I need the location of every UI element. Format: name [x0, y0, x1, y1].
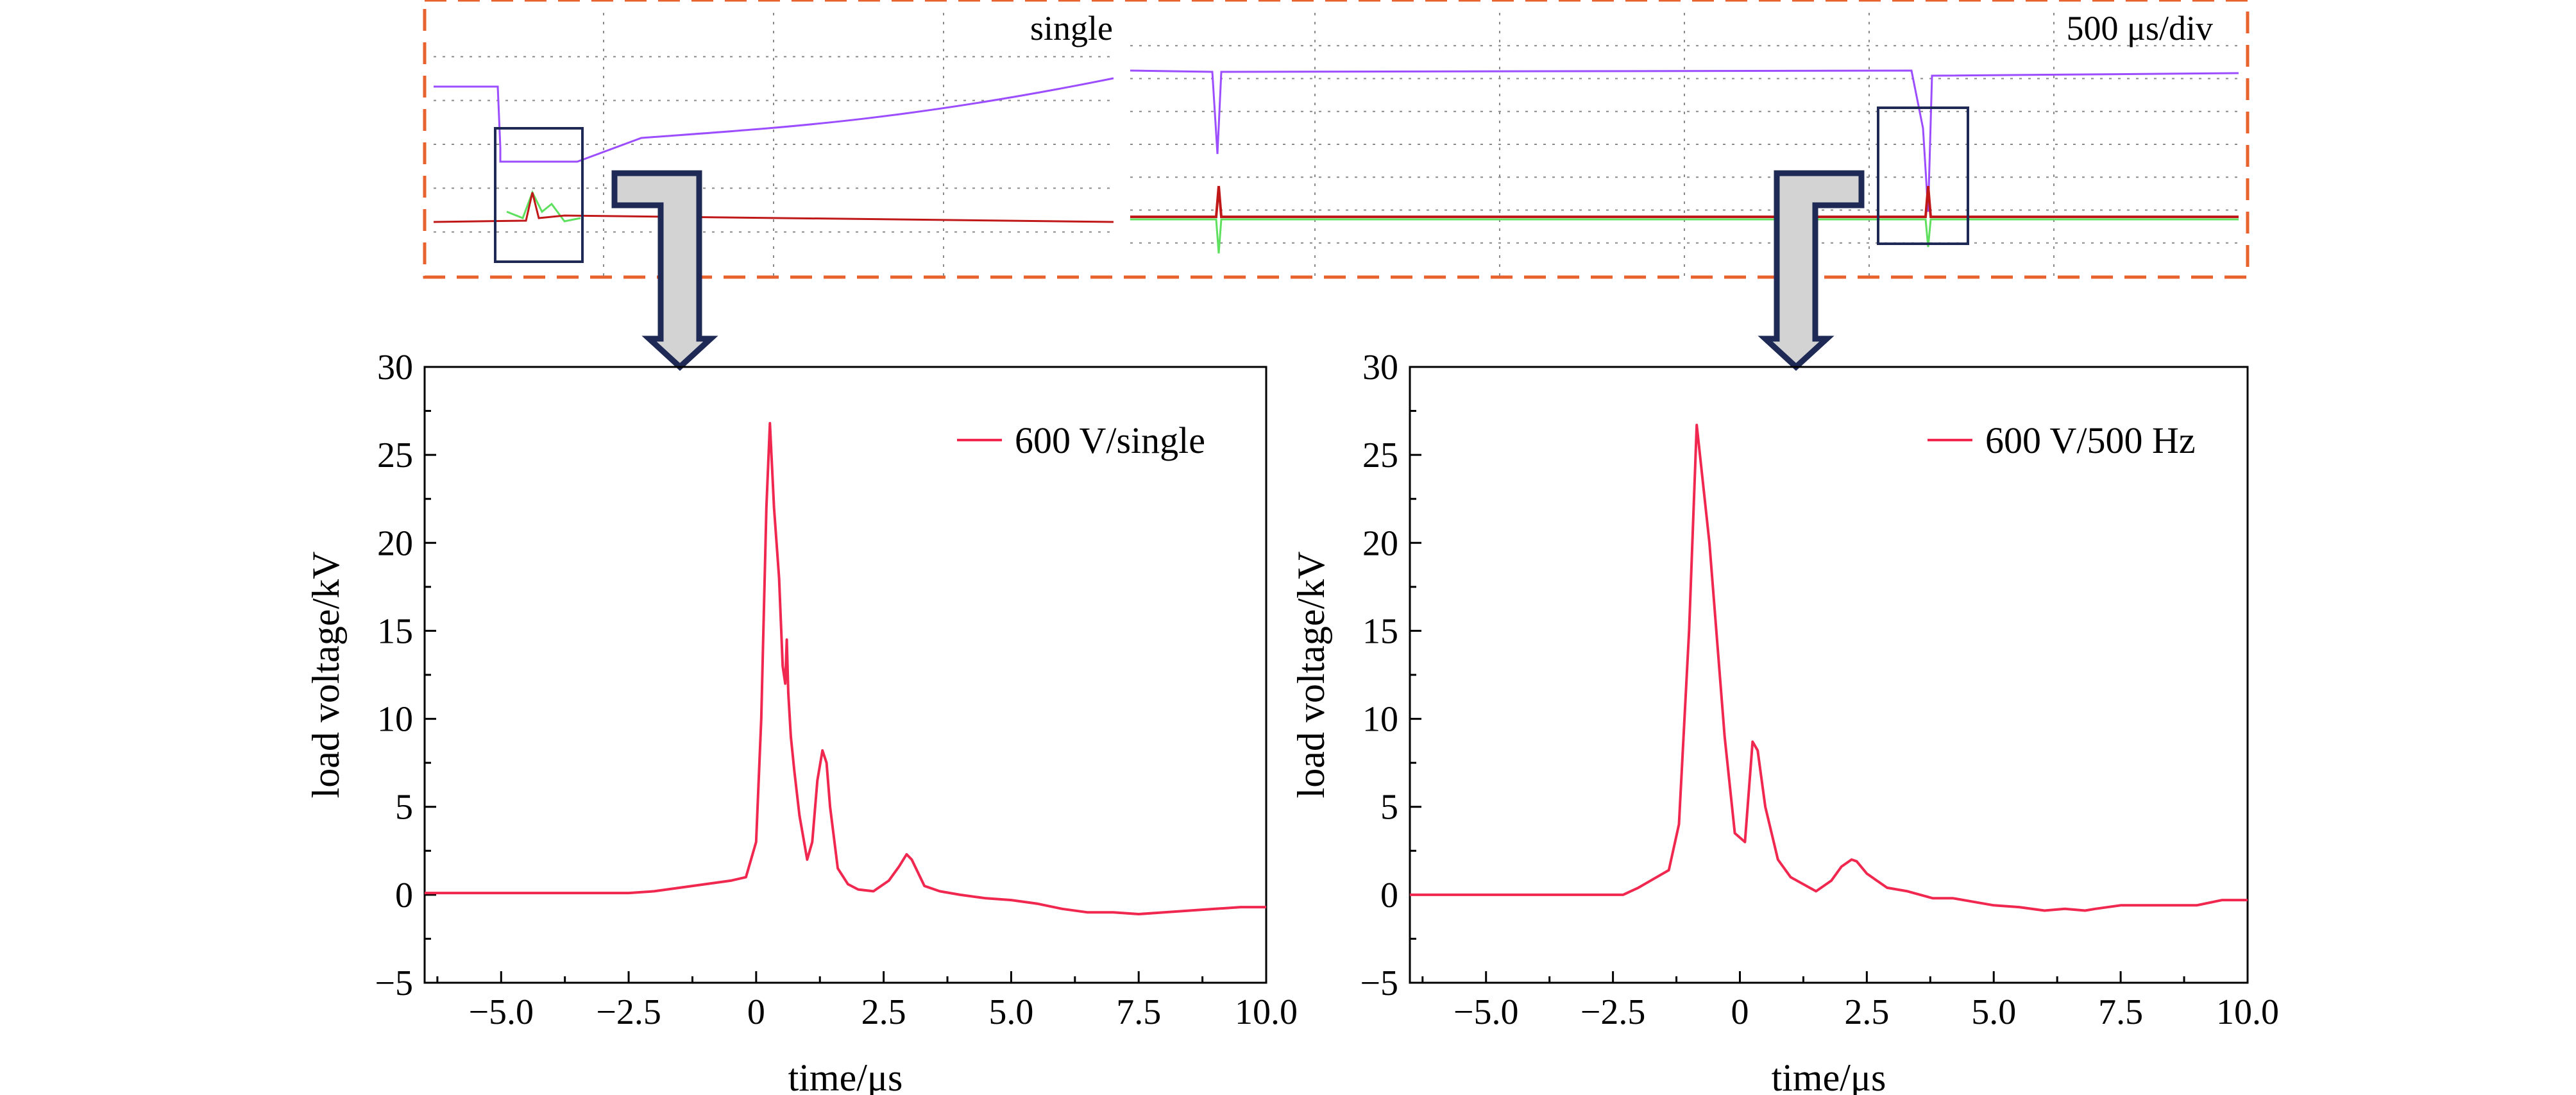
- x-tick-label: 0: [1731, 992, 1749, 1032]
- legend-label: 600 V/500 Hz: [1985, 420, 2196, 461]
- chart-500hz: −5 0 5 10 15 20 25 30 −5.0 −2.5 0 2.5 5.0 7.5 10.0 60…: [1290, 348, 2279, 1095]
- x-tick-label: 5.0: [1971, 992, 2016, 1032]
- zoom-box-right: [1877, 106, 1969, 245]
- scope-right-panel: [1130, 13, 2239, 276]
- scope-right-label: 500 μs/div: [2067, 9, 2213, 47]
- x-tick-label: −5.0: [1453, 992, 1519, 1032]
- legend: 600 V/500 Hz: [1928, 420, 2196, 461]
- y-tick-label: 0: [1380, 876, 1398, 915]
- y-ticks: −5 0 5 10 15 20 25 30: [375, 348, 436, 1003]
- series-line-600v-500hz: [1410, 423, 2248, 912]
- scope-trace-red: [433, 192, 1114, 223]
- y-axis-title: load voltage/kV: [305, 552, 347, 799]
- x-tick-label: 2.5: [861, 992, 906, 1032]
- legend-label: 600 V/single: [1015, 420, 1205, 461]
- zoom-arrow-left: [611, 170, 718, 371]
- scope-strip: single 500 μs/div: [423, 0, 2250, 279]
- y-tick-label: 10: [1362, 700, 1398, 740]
- y-tick-label: 20: [377, 523, 413, 563]
- legend: 600 V/single: [957, 420, 1205, 461]
- scope-left-label: single: [1030, 9, 1113, 47]
- x-axis-title: time/μs: [788, 1057, 903, 1095]
- y-tick-label: −5: [375, 963, 413, 1003]
- y-tick-label: 30: [377, 348, 413, 387]
- y-tick-label: −5: [1360, 963, 1398, 1003]
- zoom-box-left: [494, 127, 584, 263]
- y-tick-label: 15: [377, 611, 413, 651]
- chart-single: −5 0 5 10 15 20 25 30 −5.0 −2.5 0 2.5 5.0 7.5 10.0 60…: [305, 348, 1298, 1095]
- y-tick-label: 5: [395, 788, 413, 828]
- x-tick-label: 5.0: [988, 992, 1033, 1032]
- y-tick-label: 25: [377, 436, 413, 475]
- y-axis-title: load voltage/kV: [1290, 552, 1332, 799]
- series-line-600v-single: [425, 421, 1266, 915]
- scope-trace-green: [506, 190, 581, 223]
- x-tick-label: 7.5: [2098, 992, 2143, 1032]
- scope-trace-purple: [434, 77, 1114, 163]
- x-tick-label: 2.5: [1844, 992, 1889, 1032]
- x-tick-label: 0: [747, 992, 765, 1032]
- x-tick-label: 7.5: [1116, 992, 1161, 1032]
- y-tick-label: 30: [1362, 348, 1398, 387]
- zoom-arrow-right: [1758, 170, 1865, 371]
- x-tick-label: −2.5: [596, 992, 661, 1032]
- scope-trace-green: [1130, 218, 2239, 254]
- x-tick-label: −5.0: [468, 992, 534, 1032]
- y-tick-label: 0: [395, 876, 413, 915]
- scope-left-panel: [433, 13, 1114, 276]
- x-ticks: −5.0 −2.5 0 2.5 5.0 7.5 10.0: [1421, 971, 2279, 1032]
- x-tick-label: 10.0: [1235, 992, 1298, 1032]
- y-tick-label: 25: [1362, 436, 1398, 475]
- x-tick-label: −2.5: [1580, 992, 1646, 1032]
- y-ticks: −5 0 5 10 15 20 25 30: [1360, 348, 1421, 1003]
- y-tick-label: 15: [1362, 611, 1398, 651]
- x-ticks: −5.0 −2.5 0 2.5 5.0 7.5 10.0: [436, 971, 1298, 1032]
- scope-trace-purple: [1130, 69, 2239, 212]
- scope-frame: [423, 0, 2250, 279]
- x-axis-title: time/μs: [1772, 1057, 1886, 1095]
- y-tick-label: 20: [1362, 523, 1398, 563]
- y-tick-label: 5: [1380, 788, 1398, 828]
- y-tick-label: 10: [377, 700, 413, 740]
- scope-trace-red: [1130, 185, 2239, 218]
- x-tick-label: 10.0: [2216, 992, 2279, 1032]
